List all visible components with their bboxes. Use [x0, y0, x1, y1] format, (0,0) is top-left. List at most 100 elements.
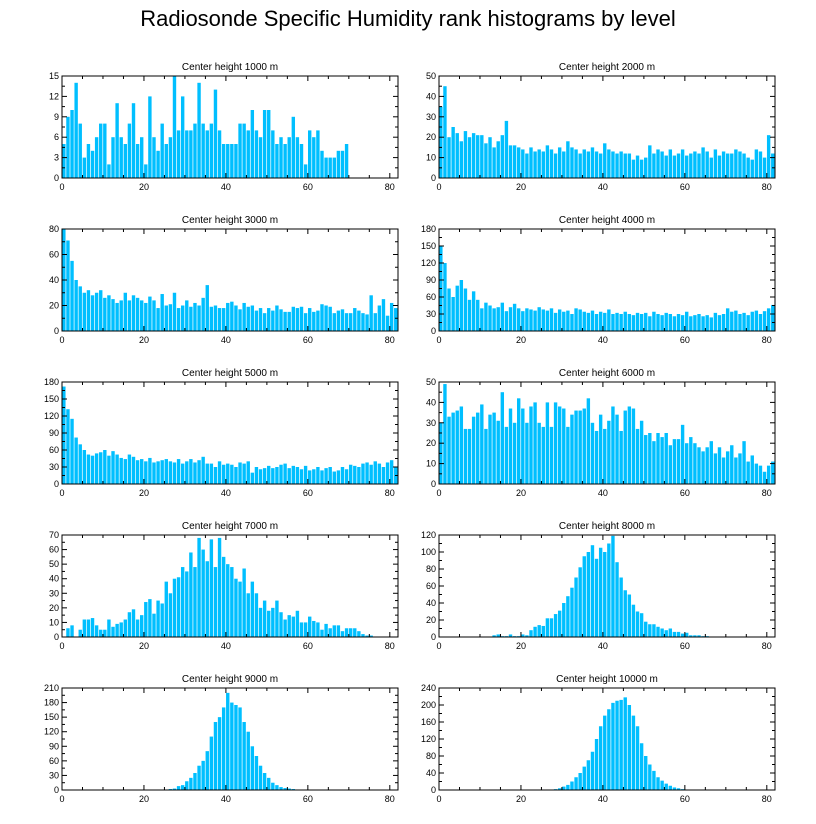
histogram-bar: [295, 610, 300, 637]
x-tick-label: 40: [598, 335, 608, 345]
histogram-bar: [357, 467, 361, 484]
histogram-bar: [287, 137, 291, 178]
x-tick-label: 40: [221, 488, 231, 498]
histogram-bar: [70, 260, 74, 331]
histogram-bar: [103, 297, 107, 331]
histogram-bar: [537, 149, 541, 178]
y-tick-label: 30: [49, 588, 59, 598]
x-tick-label: 20: [516, 182, 526, 192]
histogram-bar: [619, 699, 623, 790]
histogram-bar: [86, 144, 91, 178]
histogram-bar: [250, 472, 255, 484]
histogram-bar: [144, 602, 148, 637]
histogram-bar: [267, 110, 271, 178]
histogram-bar: [668, 628, 673, 637]
histogram-bar: [226, 302, 230, 331]
histogram-bar: [164, 144, 168, 178]
histogram-bar: [336, 150, 341, 178]
histogram-bar: [275, 600, 279, 637]
histogram-bar: [734, 457, 738, 484]
histogram-bar: [488, 137, 492, 178]
histogram-bar: [148, 457, 152, 484]
y-tick-label: 0: [54, 173, 59, 183]
histogram-bar: [660, 437, 664, 484]
histogram-bar: [644, 435, 648, 484]
x-tick-label: 0: [436, 488, 441, 498]
y-tick-label: 20: [426, 438, 436, 448]
x-tick-label: 0: [59, 182, 64, 192]
histogram-bar: [754, 463, 759, 484]
histogram-bar: [353, 628, 357, 637]
histogram-bar: [484, 143, 488, 178]
histogram-bar: [471, 416, 476, 484]
histogram-bar: [672, 439, 677, 484]
x-tick-label: 20: [139, 794, 149, 804]
x-tick-label: 20: [139, 182, 149, 192]
y-tick-label: 180: [44, 377, 59, 387]
x-tick-label: 60: [680, 488, 690, 498]
histogram-bar: [664, 433, 668, 484]
histogram-bar: [234, 144, 238, 178]
histogram-bar: [205, 463, 209, 484]
histogram-bar: [287, 615, 291, 637]
x-tick-label: 40: [221, 182, 231, 192]
histogram-bar: [140, 300, 144, 331]
histogram-bar: [537, 625, 541, 637]
histogram-bar: [90, 455, 95, 484]
x-tick-label: 0: [436, 335, 441, 345]
histogram-bar: [578, 309, 582, 331]
histogram-bar: [443, 384, 447, 484]
histogram-bar: [172, 76, 177, 178]
histogram-bar: [250, 746, 255, 790]
histogram-bar: [512, 145, 517, 178]
histogram-bar: [131, 103, 136, 178]
histogram-bar: [291, 306, 296, 331]
panel-title: Center height 5000 m: [182, 368, 278, 379]
histogram-bar: [447, 416, 451, 484]
histogram-bar: [713, 149, 718, 178]
histogram-bar: [652, 770, 656, 790]
histogram-bar: [517, 398, 521, 484]
histogram-bar: [160, 603, 164, 637]
histogram-bar: [705, 315, 709, 331]
histogram-bar: [766, 308, 771, 331]
histogram-bar: [295, 467, 300, 484]
histogram-bar: [746, 315, 750, 331]
histogram-bar: [344, 628, 349, 637]
histogram-bar: [217, 461, 222, 484]
histogram-bar: [529, 309, 533, 331]
histogram-bar: [201, 123, 205, 178]
x-tick-label: 0: [436, 182, 441, 192]
histogram-bar: [254, 467, 259, 484]
histogram-bar: [180, 785, 185, 790]
histogram-bar: [476, 299, 480, 331]
histogram-bar: [328, 157, 332, 178]
histogram-bar: [230, 702, 234, 790]
histogram-bar: [701, 147, 705, 178]
histogram-bar: [320, 629, 324, 637]
histogram-bar: [197, 765, 201, 790]
y-tick-label: 60: [426, 292, 436, 302]
histogram-bar: [246, 731, 250, 790]
histogram-bar: [697, 447, 701, 484]
histogram-bar: [730, 445, 734, 484]
histogram-bar: [594, 430, 599, 484]
histogram-bar: [545, 402, 550, 484]
y-tick-label: 0: [431, 632, 436, 642]
y-tick-label: 10: [426, 153, 436, 163]
histogram-bar: [135, 297, 140, 331]
histogram-bar: [533, 402, 537, 484]
histogram-bar: [340, 309, 345, 331]
histogram-bar: [189, 130, 193, 178]
histogram-bar: [484, 302, 488, 331]
histogram-bar: [258, 607, 263, 637]
histogram-bar: [607, 309, 611, 331]
x-tick-label: 40: [221, 794, 231, 804]
histogram-bar: [639, 314, 644, 331]
histogram-bar: [517, 308, 521, 331]
histogram-bar: [549, 149, 554, 178]
histogram-bar: [140, 615, 144, 637]
histogram-bar: [611, 535, 615, 637]
plot-frame: [61, 534, 399, 638]
histogram-bar: [492, 147, 496, 178]
